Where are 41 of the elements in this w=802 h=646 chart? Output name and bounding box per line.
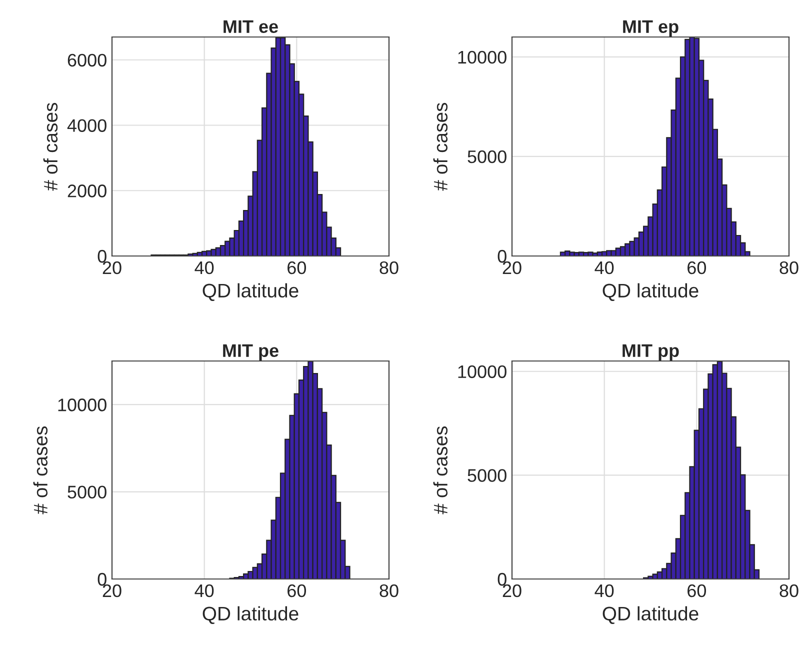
x-tick-label: 60: [288, 584, 306, 598]
y-tick-label: 4000: [67, 119, 106, 132]
y-tick-label: 0: [98, 250, 106, 263]
y-tick-label: 0: [498, 250, 506, 263]
x-axis-title: QD latitude: [202, 606, 298, 624]
x-tick-label: 40: [594, 261, 614, 274]
chart-title: MIT ep: [623, 20, 678, 37]
y-tick-label: 10000: [458, 365, 506, 378]
chart-title: MIT pe: [223, 344, 278, 361]
y-axis-title: # of cases: [43, 102, 58, 191]
y-tick-label: 10000: [458, 50, 506, 64]
y-axis-title: # of cases: [33, 426, 48, 514]
x-tick-label: 60: [688, 584, 706, 598]
x-tick-label: 80: [380, 584, 398, 598]
y-axis-title: # of cases: [433, 102, 448, 191]
y-tick-label: 5000: [468, 150, 506, 164]
y-tick-label: 10000: [58, 398, 106, 412]
y-tick-label: 5000: [468, 469, 506, 482]
x-tick-label: 40: [194, 261, 214, 274]
x-tick-label: 80: [380, 261, 398, 274]
x-tick-label: 20: [502, 584, 522, 598]
x-tick-label: 40: [194, 584, 214, 598]
y-axis-title: # of cases: [433, 426, 448, 514]
chart-title: MIT ee: [224, 20, 278, 34]
y-tick-label: 5000: [68, 486, 106, 499]
x-tick-label: 80: [780, 584, 798, 598]
y-tick-label: 6000: [68, 54, 106, 67]
x-axis-title: QD latitude: [602, 606, 698, 624]
x-tick-label: 60: [288, 261, 306, 274]
x-tick-label: 40: [594, 584, 614, 598]
y-tick-label: 2000: [68, 184, 106, 198]
chart-title: MIT pp: [622, 344, 679, 361]
y-tick-label: 0: [498, 572, 506, 586]
x-tick-label: 80: [780, 261, 798, 274]
x-tick-label: 20: [102, 584, 122, 598]
x-tick-label: 20: [502, 261, 522, 274]
x-tick-label: 60: [688, 261, 706, 274]
x-axis-title: QD latitude: [602, 283, 698, 302]
x-axis-title: QD latitude: [202, 283, 298, 302]
x-tick-label: 20: [102, 261, 122, 274]
y-tick-label: 0: [98, 572, 106, 586]
